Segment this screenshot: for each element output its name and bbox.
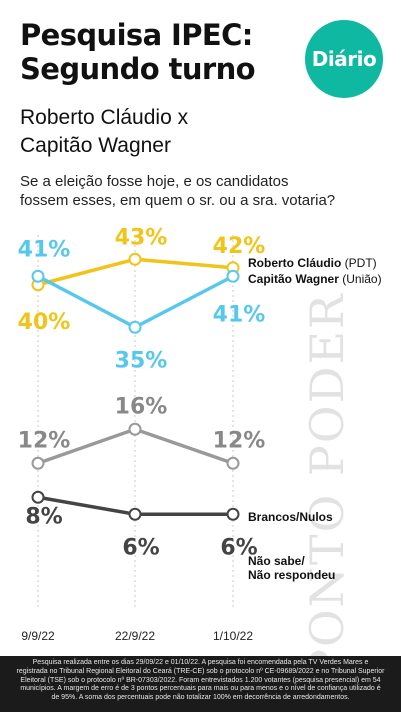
value-label-1-0: 41% bbox=[18, 237, 71, 262]
value-label-0-1: 43% bbox=[115, 225, 168, 250]
series-name-3: Não sabe/ bbox=[248, 554, 305, 568]
value-label-2-1: 16% bbox=[115, 394, 168, 419]
title-line-2: Segundo turno bbox=[20, 52, 256, 86]
diario-logo: Diário bbox=[305, 20, 383, 98]
subtitle-line-1: Roberto Cláudio x bbox=[20, 106, 189, 129]
data-point-1-0 bbox=[31, 269, 45, 283]
series-name-2: Brancos/Nulos bbox=[248, 510, 333, 524]
subtitle-line-2: Capitão Wagner bbox=[20, 134, 171, 157]
x-tick-label-2: 1/10/22 bbox=[213, 629, 253, 643]
series-name-1: Capitão Wagner (União) bbox=[248, 272, 382, 286]
x-tick-label-0: 9/9/22 bbox=[21, 629, 55, 643]
data-point-3-0 bbox=[31, 490, 45, 504]
series-name-3-line2: Não respondeu bbox=[248, 568, 335, 582]
data-point-0-1 bbox=[128, 252, 142, 266]
footnote-line-3: Eleitoral (TSE) sob o protocolo nº BR-07… bbox=[20, 676, 381, 684]
data-point-2-2 bbox=[226, 456, 240, 470]
data-point-1-1 bbox=[128, 320, 142, 334]
value-label-3-1: 6% bbox=[122, 535, 159, 560]
footnote-line-5: de 95%. A soma dos percentuais pode não … bbox=[51, 694, 350, 702]
footnote-line-1: Pesquisa realizada entre os dias 29/09/2… bbox=[32, 659, 369, 666]
survey-question: Se a eleição fosse hoje, e os candidatos… bbox=[20, 172, 360, 210]
logo-text: Diário bbox=[311, 47, 377, 71]
question-line-2: fossem esses, em quem o sr. ou a sra. vo… bbox=[20, 192, 336, 209]
footnote: Pesquisa realizada entre os dias 29/09/2… bbox=[0, 656, 401, 712]
value-label-0-2: 42% bbox=[213, 234, 266, 259]
value-label-1-2: 41% bbox=[213, 302, 266, 327]
value-label-0-0: 40% bbox=[18, 310, 71, 335]
question-line-1: Se a eleição fosse hoje, e os candidatos bbox=[20, 173, 289, 190]
value-label-2-2: 12% bbox=[213, 428, 266, 453]
series-name-0: Roberto Cláudio (PDT) bbox=[248, 256, 377, 270]
title-line-1: Pesquisa IPEC: bbox=[20, 18, 253, 52]
data-point-3-1 bbox=[128, 507, 142, 521]
series-party-1: (União) bbox=[342, 272, 381, 286]
x-tick-label-1: 22/9/22 bbox=[115, 629, 155, 643]
data-point-2-1 bbox=[128, 422, 142, 436]
line-chart: 40% 43% 42% 41% 35% 41% 12% 16% 12% 8% 6% 6% Roberto… bbox=[18, 225, 382, 643]
value-label-3-0: 8% bbox=[25, 504, 62, 529]
page-title: Pesquisa IPEC: Segundo turno bbox=[20, 18, 300, 86]
value-label-1-1: 35% bbox=[115, 348, 168, 373]
subtitle: Roberto Cláudio x Capitão Wagner bbox=[20, 104, 300, 160]
value-label-2-0: 12% bbox=[18, 428, 71, 453]
footnote-line-4: municípios. A margem de erro é de 3 pont… bbox=[20, 685, 381, 693]
data-point-1-2 bbox=[226, 269, 240, 283]
data-point-2-0 bbox=[31, 456, 45, 470]
value-label-3-2: 6% bbox=[220, 535, 257, 560]
data-point-3-2 bbox=[226, 507, 240, 521]
series-party-0: (PDT) bbox=[345, 256, 377, 270]
footnote-line-2: registrada no Tribunal Regional Eleitora… bbox=[16, 667, 385, 675]
